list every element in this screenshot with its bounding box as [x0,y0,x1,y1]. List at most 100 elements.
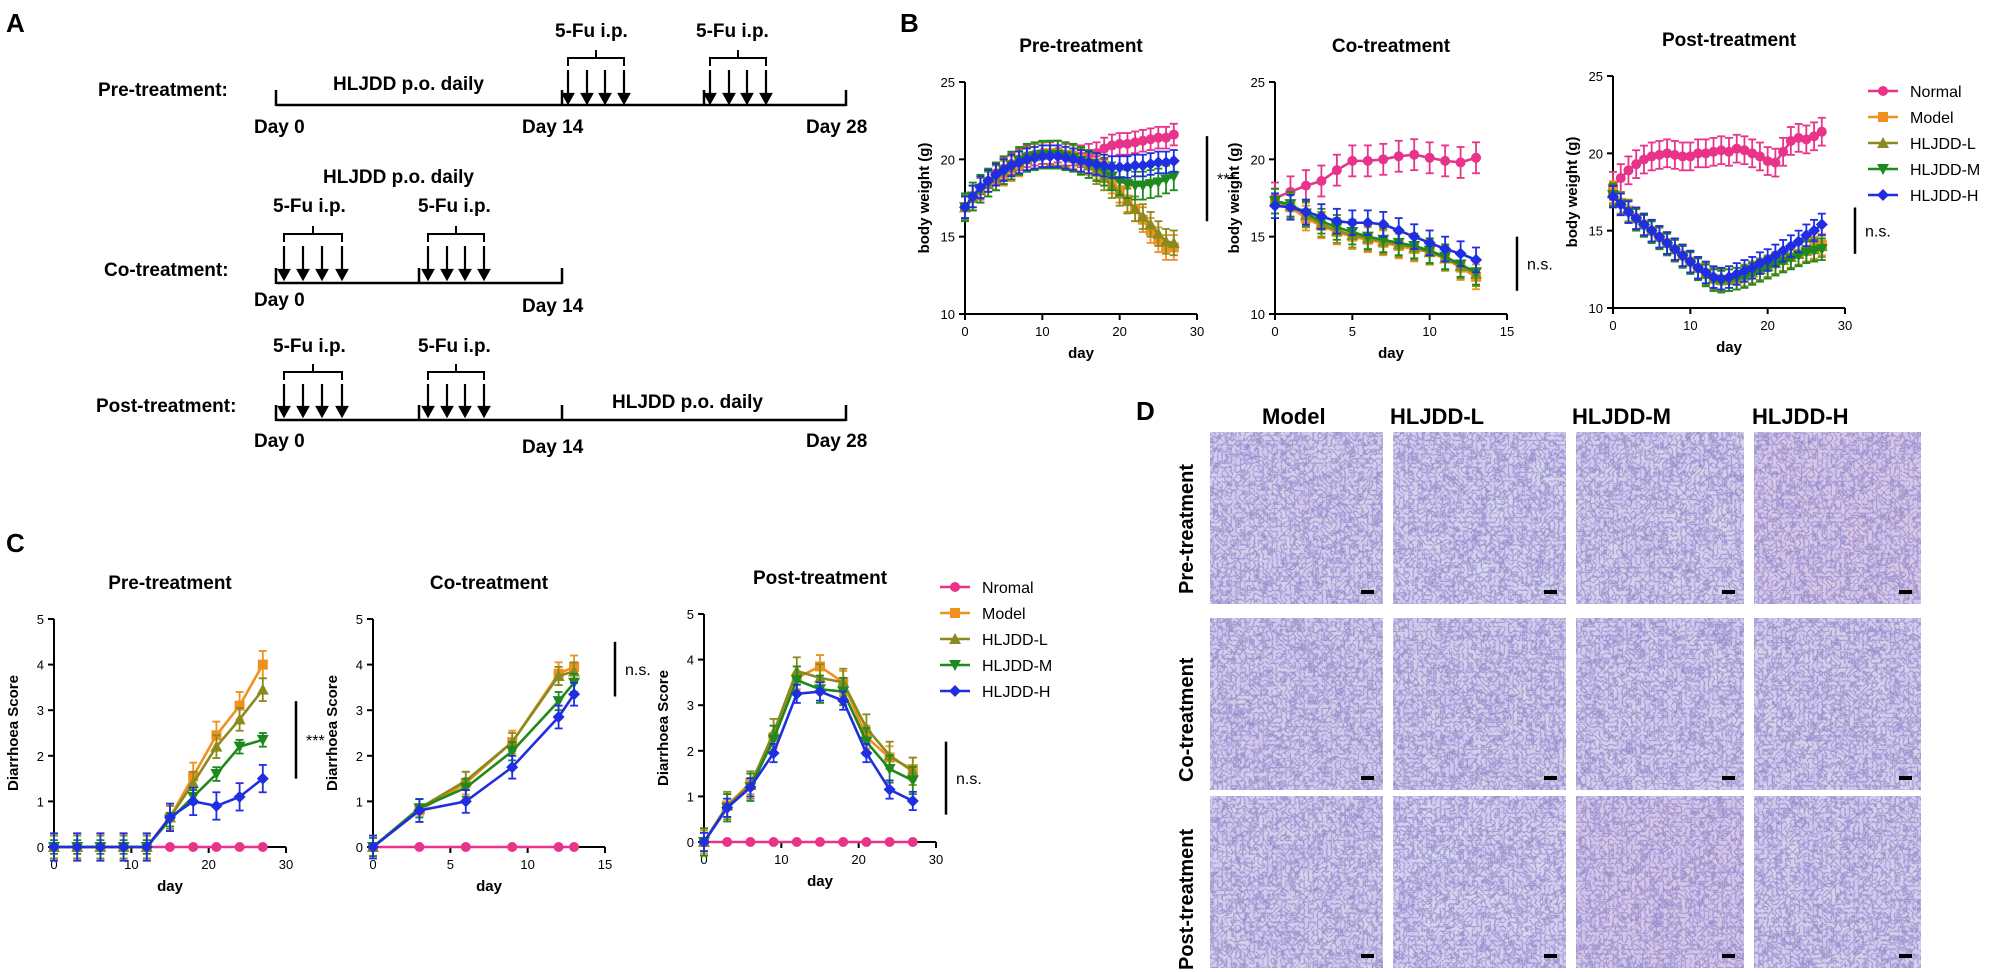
data-point [1105,161,1118,174]
x-tick-label: 15 [598,857,612,872]
schedule-row-label: Pre-treatment: [98,80,228,101]
data-point [140,841,153,853]
data-point [367,841,379,853]
scale-bar [1361,954,1374,958]
series-normal [368,842,580,852]
significance-label: n.s. [1527,257,1553,274]
data-point [1160,235,1173,247]
data-point [1144,157,1157,170]
treatment-label: 5-Fu i.p. [273,196,346,217]
series-normal [1608,116,1827,201]
series-line [702,690,914,843]
scale-bar [1899,590,1912,594]
data-point [974,181,987,194]
histology-column-label: HLJDD-M [1572,404,1671,429]
data-point [1878,112,1888,122]
data-point [1638,154,1649,165]
injection-arrows [277,384,491,419]
data-point [1361,216,1374,229]
x-tick-label: 20 [1112,324,1126,339]
data-point [1777,244,1790,257]
data-point [460,842,471,852]
data-point [1769,249,1782,262]
data-point [165,842,175,852]
data-point [552,670,565,681]
data-point [1284,201,1297,214]
data-point [1152,156,1165,169]
data-point [1646,151,1657,162]
data-point [698,836,710,848]
y-axis-label: Diarrhoea Score [324,675,341,791]
series-line [702,678,914,843]
legend-item: HLJDD-H [1868,188,1978,205]
treatment-label: HLJDD p.o. daily [612,392,763,413]
data-point [790,687,803,700]
day-label: Day 0 [254,431,305,452]
panel-letter-d: D [1136,396,1155,426]
data-point [1145,134,1156,145]
series-line [54,777,264,849]
data-point [459,795,472,808]
y-tick-label: 10 [1251,307,1265,322]
data-point [1637,218,1650,231]
x-tick-label: 0 [1609,318,1616,333]
x-tick-label: 30 [279,857,293,872]
data-point [1630,212,1643,225]
data-point [1631,159,1642,170]
y-tick-label: 3 [687,698,694,713]
histology-image [1576,432,1744,604]
data-point [1316,175,1327,186]
data-point [506,761,519,774]
data-point [1668,243,1681,256]
data-point [950,582,960,592]
data-point [1129,159,1142,172]
series-hljdd-h [367,681,581,860]
series-hljdd-h [48,764,269,862]
data-point [860,736,873,748]
data-point [1393,151,1404,162]
x-tick-label: 30 [1190,324,1204,339]
data-point [1075,154,1087,167]
treatment-label: 5-Fu i.p. [696,21,769,42]
x-tick-label: 20 [1760,318,1774,333]
data-point [1692,261,1705,274]
data-point [413,804,426,817]
injection-bracket [427,364,485,380]
data-point [1793,132,1804,143]
data-point [1607,190,1619,203]
data-point [1106,140,1117,151]
x-axis-label: day [157,878,184,895]
data-point [722,837,733,847]
chart-c2: Co-treatment 0 5 10 15 0 1 2 3 4 5 day Diarrhoea Sco… [324,573,651,895]
data-point [211,842,222,852]
data-point [1300,180,1311,191]
data-point [1114,138,1125,149]
treatment-label: 5-Fu i.p. [418,336,491,357]
y-tick-label: 3 [356,703,363,718]
data-point [997,164,1010,177]
histology-image [1576,796,1744,968]
day-label: Day 14 [522,117,584,138]
data-point [1346,216,1359,229]
data-point [883,764,896,776]
series-hljdd-m [1269,187,1483,286]
legend-label: HLJDD-M [982,658,1052,675]
scale-bar [1722,590,1735,594]
histology-image [1393,796,1566,968]
x-tick-label: 20 [851,852,865,867]
tissue-nuclei [1754,618,1921,790]
x-axis-label: day [1378,345,1405,362]
series-line [372,665,575,849]
histology-images [1210,432,1921,968]
y-tick-label: 20 [1589,146,1603,161]
data-point [791,837,802,847]
data-point [1716,145,1727,156]
data-point [1392,224,1405,237]
histology-row-label: Pre-treatment [1176,464,1198,594]
data-point [257,659,268,670]
y-axis-label: body weight (g) [1226,143,1243,254]
data-point [1800,247,1813,259]
data-point [553,842,564,852]
data-point [1746,261,1759,274]
